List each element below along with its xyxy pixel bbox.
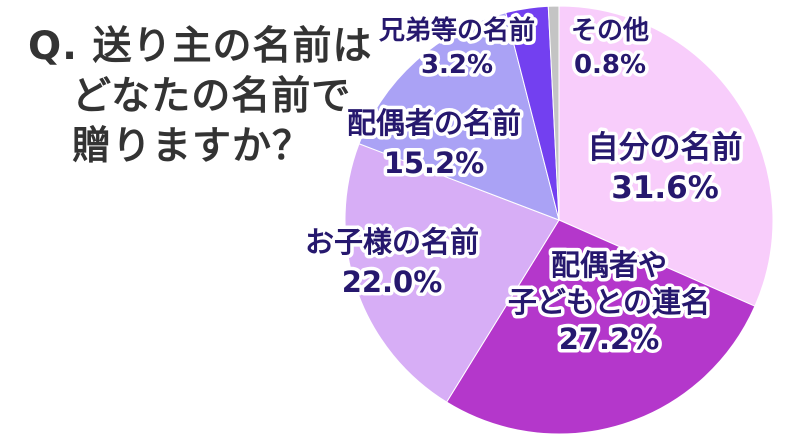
slice-label-2: お子様の名前 22.0% [301,222,482,303]
slice-name-5-0: その他 [571,16,649,46]
pie-slice-3 [358,12,560,221]
slice-value-3: 15.2% [384,146,485,180]
pie-slice-1 [445,219,756,435]
slice-name-1-0: 配偶者や [551,248,667,282]
slice-value-5: 0.8% [574,50,646,80]
slice-label-0: 自分の名前 31.6% [584,127,746,210]
slice-label-3: 配偶者の名前 15.2% [343,103,524,184]
slice-name-3-0: 配偶者の名前 [347,106,521,140]
slice-value-2: 22.0% [342,265,443,299]
slice-name-1-1: 子どもとの連名 [508,285,710,319]
slice-value-1: 27.2% [559,322,660,356]
slice-label-5: その他 0.8% [567,13,652,84]
slice-name-0-0: 自分の名前 [588,130,743,166]
pie-slice-2 [344,143,560,403]
chart-title: Q. 送り主の名前は どなたの名前で 贈りますか？ [28,22,373,172]
title-line-1: Q. 送り主の名前は [28,24,373,69]
slice-value-4: 3.2% [421,50,493,80]
title-line-3: 贈りますか？ [72,124,313,169]
pie-slice-0 [558,5,774,307]
slice-label-4: 兄弟等の名前 3.2% [375,12,538,84]
slice-value-0: 31.6% [611,170,719,206]
title-line-2: どなたの名前で [72,74,352,119]
slice-name-4-0: 兄弟等の名前 [379,15,535,46]
slice-name-2-0: お子様の名前 [305,225,479,259]
pie-slice-5 [547,5,560,221]
